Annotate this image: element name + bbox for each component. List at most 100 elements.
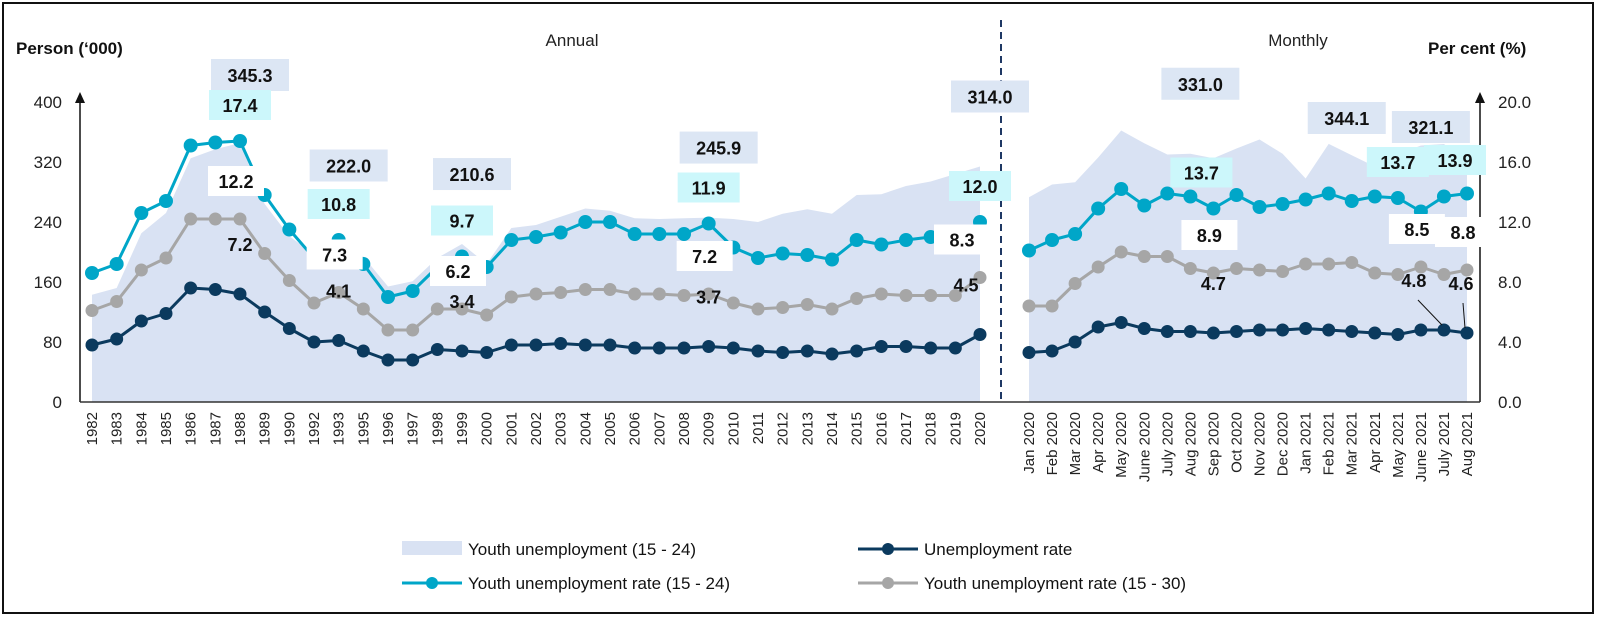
point-youth-rate-15-24-monthly (1183, 189, 1198, 204)
point-youth-rate-15-30-monthly (1460, 263, 1474, 277)
x-tick-label-annual: 2010 (725, 412, 742, 445)
x-tick-label-annual: 2017 (898, 412, 915, 445)
point-unemployment-rate-annual (504, 338, 518, 352)
point-unemployment-rate-annual (825, 347, 839, 361)
legend-label: Youth unemployment (15 - 24) (468, 540, 696, 559)
point-youth-rate-15-30-annual (258, 247, 272, 260)
x-tick-label-annual: 2004 (577, 412, 594, 445)
data-label-youth-rate-15-24: 13.9 (1437, 151, 1472, 171)
point-youth-rate-15-30-monthly (1391, 268, 1405, 281)
data-label-unemployment-rate: 3.7 (696, 288, 721, 308)
x-tick-label-annual: 1983 (109, 412, 126, 445)
x-tick-label-monthly: Apr 2021 (1367, 412, 1384, 473)
x-tick-label-annual: 2018 (923, 412, 940, 445)
legend-label: Unemployment rate (924, 540, 1072, 559)
data-label-youth-unemployment: 210.6 (449, 165, 494, 185)
point-youth-rate-15-24-annual (874, 237, 889, 252)
point-youth-rate-15-24-monthly (1321, 186, 1336, 201)
data-label-youth-rate-15-30: 8.5 (1404, 220, 1429, 240)
point-youth-rate-15-24-annual (652, 227, 667, 241)
x-tick-label-annual: 2005 (602, 412, 619, 445)
point-youth-rate-15-30-monthly (1345, 256, 1359, 269)
data-label-youth-unemployment-box (433, 158, 511, 191)
x-tick-label-annual: 2002 (528, 412, 545, 445)
point-unemployment-rate-monthly (1368, 326, 1382, 340)
point-youth-rate-15-24-monthly (1367, 189, 1382, 204)
point-unemployment-rate-annual (159, 307, 173, 320)
left-tick-label: 240 (34, 213, 62, 232)
point-youth-rate-15-30-monthly (1206, 266, 1220, 280)
x-tick-label-monthly: Jan 2020 (1021, 412, 1038, 474)
point-youth-rate-15-24-annual (553, 225, 568, 240)
data-label-unemployment-rate: 7.2 (227, 235, 252, 255)
data-label-youth-unemployment-box (1391, 111, 1470, 143)
x-tick-label-annual: 2013 (799, 412, 816, 445)
point-youth-rate-15-30-annual (332, 286, 346, 299)
point-youth-rate-15-30-monthly (1299, 257, 1313, 271)
data-label-youth-rate-15-24-box (307, 189, 370, 219)
x-tick-label-monthly: June 2020 (1136, 412, 1153, 482)
axes-layer: 400 320 240 160 80 0 20.0 16.0 12.0 8.0 4.0 0.0 1982… (34, 20, 1531, 482)
point-unemployment-rate-annual (332, 334, 346, 347)
data-label-unemployment-rate: 3.4 (449, 292, 474, 312)
data-label-youth-rate-15-30: 8.3 (949, 231, 974, 251)
point-unemployment-rate-annual (554, 337, 568, 350)
point-youth-rate-15-24-annual (405, 284, 420, 298)
point-unemployment-rate-annual (652, 341, 666, 355)
point-youth-rate-15-24-annual (701, 216, 716, 231)
point-unemployment-rate-monthly (1229, 325, 1243, 338)
x-tick-label-monthly: July 2021 (1436, 412, 1453, 476)
x-tick-label-annual: 2000 (479, 412, 496, 445)
point-youth-rate-15-30-annual (825, 302, 839, 316)
point-youth-rate-15-24-annual (677, 227, 691, 241)
point-youth-rate-15-30-annual (677, 289, 691, 302)
point-unemployment-rate-monthly (1183, 325, 1197, 338)
point-youth-rate-15-30-annual (603, 283, 617, 296)
point-youth-rate-15-30-annual (480, 308, 494, 322)
point-youth-rate-15-24-annual (899, 233, 913, 247)
data-label-youth-rate-15-30-box (208, 166, 264, 196)
point-unemployment-rate-annual (948, 341, 962, 355)
x-tick-label-annual: 1987 (207, 412, 224, 445)
data-label-youth-unemployment: 314.0 (967, 88, 1012, 108)
data-label-youth-rate-15-30-box (934, 224, 990, 255)
x-tick-label-monthly: Mar 2021 (1344, 412, 1361, 475)
x-tick-label-annual: 1997 (405, 412, 422, 445)
point-unemployment-rate-annual (702, 340, 716, 353)
point-youth-rate-15-30-monthly (1322, 257, 1336, 271)
section-annual-label: Annual (546, 31, 599, 50)
point-youth-rate-15-30-monthly (1045, 299, 1059, 313)
point-youth-rate-15-24-annual (282, 222, 297, 237)
point-unemployment-rate-monthly (1206, 326, 1220, 340)
point-youth-rate-15-24-monthly (1390, 191, 1405, 205)
x-tick-label-annual: 1986 (183, 412, 200, 445)
point-youth-rate-15-24-annual (825, 252, 839, 267)
point-unemployment-rate-annual (455, 344, 469, 358)
point-unemployment-rate-annual (924, 341, 938, 355)
point-unemployment-rate-annual (406, 353, 420, 367)
data-label-youth-rate-15-30-box (1435, 217, 1491, 247)
point-unemployment-rate-annual (381, 353, 395, 367)
point-youth-rate-15-24-annual (849, 233, 864, 247)
data-label-unemployment-rate: 4.6 (1448, 274, 1473, 294)
x-tick-label-monthly: Aug 2021 (1459, 412, 1476, 476)
x-tick-label-annual: 2014 (824, 412, 841, 445)
x-tick-label-monthly: Mar 2020 (1067, 412, 1084, 475)
point-youth-rate-15-24-monthly (1068, 227, 1083, 241)
legend-layer: Youth unemployment (15 - 24) Unemployment… (402, 540, 1186, 593)
point-unemployment-rate-monthly (1045, 344, 1059, 358)
point-youth-rate-15-30-annual (134, 263, 148, 277)
point-unemployment-rate-annual (356, 344, 370, 358)
left-axis-arrow-icon (75, 92, 85, 103)
left-axis-title: Person (‘000) (16, 39, 123, 58)
point-unemployment-rate-monthly (1299, 322, 1313, 335)
point-unemployment-rate-monthly (1114, 316, 1128, 329)
point-youth-rate-15-24-monthly (1344, 194, 1359, 208)
x-tick-label-monthly: Aug 2020 (1182, 412, 1199, 476)
x-tick-label-monthly: Apr 2020 (1090, 412, 1107, 473)
point-unemployment-rate-monthly (1437, 323, 1451, 337)
x-tick-label-annual: 2011 (750, 412, 767, 444)
point-unemployment-rate-annual (899, 340, 913, 353)
